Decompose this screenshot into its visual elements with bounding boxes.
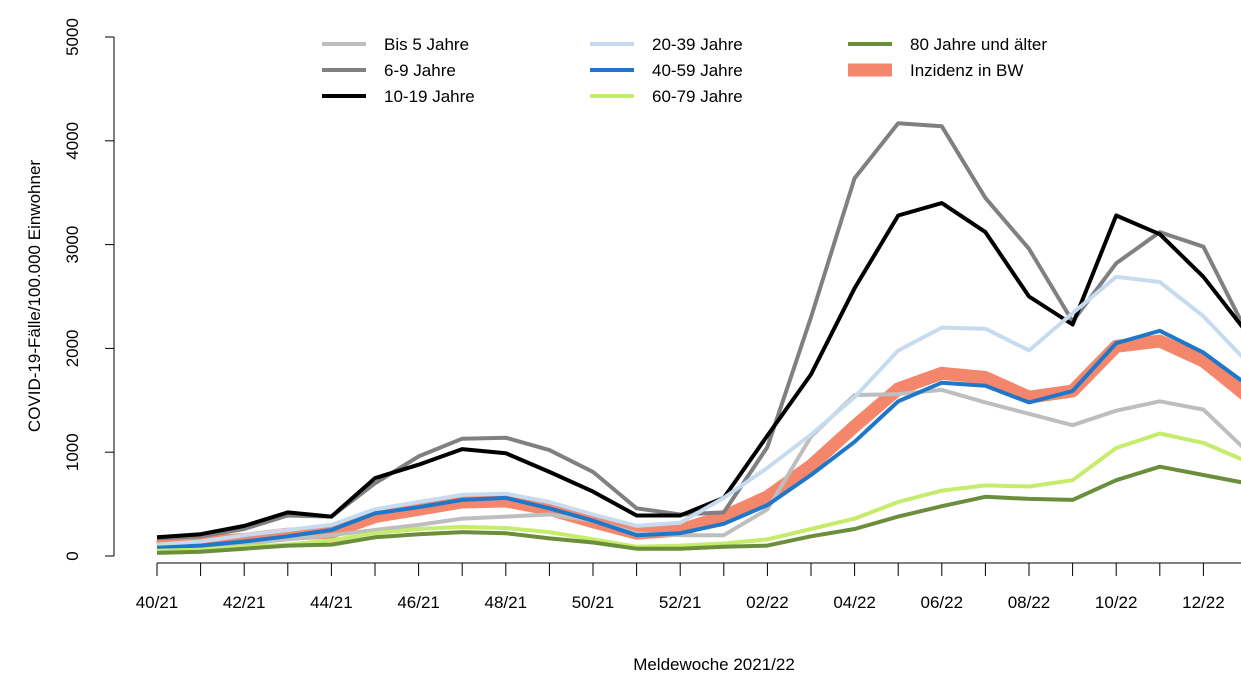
legend-label-60-79-jahre: 60-79 Jahre — [652, 87, 743, 106]
series-line-40-59-jahre — [156, 328, 1241, 550]
y-tick-label: 0 — [63, 551, 82, 560]
legend-label-20-39-jahre: 20-39 Jahre — [652, 35, 743, 54]
x-tick-label: 04/22 — [833, 593, 876, 612]
axes: 0 1000 2000 3000 4000 5000 40/21 42/21 44/21 46/2… — [63, 18, 1241, 612]
series-line-80-jahre-und-lter — [156, 464, 1241, 555]
x-tick-label: 44/21 — [310, 593, 353, 612]
x-tick-label: 08/22 — [1008, 593, 1051, 612]
x-axis-title: Meldewoche 2021/22 — [633, 655, 795, 674]
x-tick-label: 12/22 — [1182, 593, 1225, 612]
legend-label-40-59-jahre: 40-59 Jahre — [652, 61, 743, 80]
x-tick-label: 42/21 — [223, 593, 266, 612]
x-tick-label: 52/21 — [659, 593, 702, 612]
legend-label-inzidenz-in-bw: Inzidenz in BW — [910, 61, 1023, 80]
y-tick-label: 2000 — [63, 329, 82, 367]
series-lines — [156, 121, 1241, 555]
legend-label-80-jahre-und-lter: 80 Jahre und älter — [910, 35, 1047, 54]
y-axis-title: COVID-19-Fälle/100.000 Einwohner — [25, 160, 44, 432]
x-tick-label: 10/22 — [1095, 593, 1138, 612]
legend-label-10-19-jahre: 10-19 Jahre — [384, 87, 475, 106]
legend-label-6-9-jahre: 6-9 Jahre — [384, 61, 456, 80]
series-line-20-39-jahre — [156, 274, 1241, 547]
series-line-10-19-jahre — [156, 201, 1241, 540]
x-tick-label: 46/21 — [397, 593, 440, 612]
x-tick-label: 50/21 — [572, 593, 615, 612]
legend: Bis 5 Jahre 6-9 Jahre 10-19 Jahre 20-39 Jah… — [322, 35, 1047, 106]
x-tick-label: 06/22 — [921, 593, 964, 612]
x-tick-label: 48/21 — [485, 593, 528, 612]
y-tick-label: 1000 — [63, 433, 82, 471]
series-line-60-79-jahre — [156, 431, 1241, 553]
y-tick-label: 5000 — [63, 18, 82, 56]
y-tick-label: 3000 — [63, 226, 82, 264]
x-tick-label: 40/21 — [136, 593, 179, 612]
y-tick-label: 4000 — [63, 122, 82, 160]
x-tick-label: 02/22 — [746, 593, 789, 612]
legend-label-bis-5-jahre: Bis 5 Jahre — [384, 35, 469, 54]
series-line-bis-5-jahre — [156, 387, 1241, 550]
